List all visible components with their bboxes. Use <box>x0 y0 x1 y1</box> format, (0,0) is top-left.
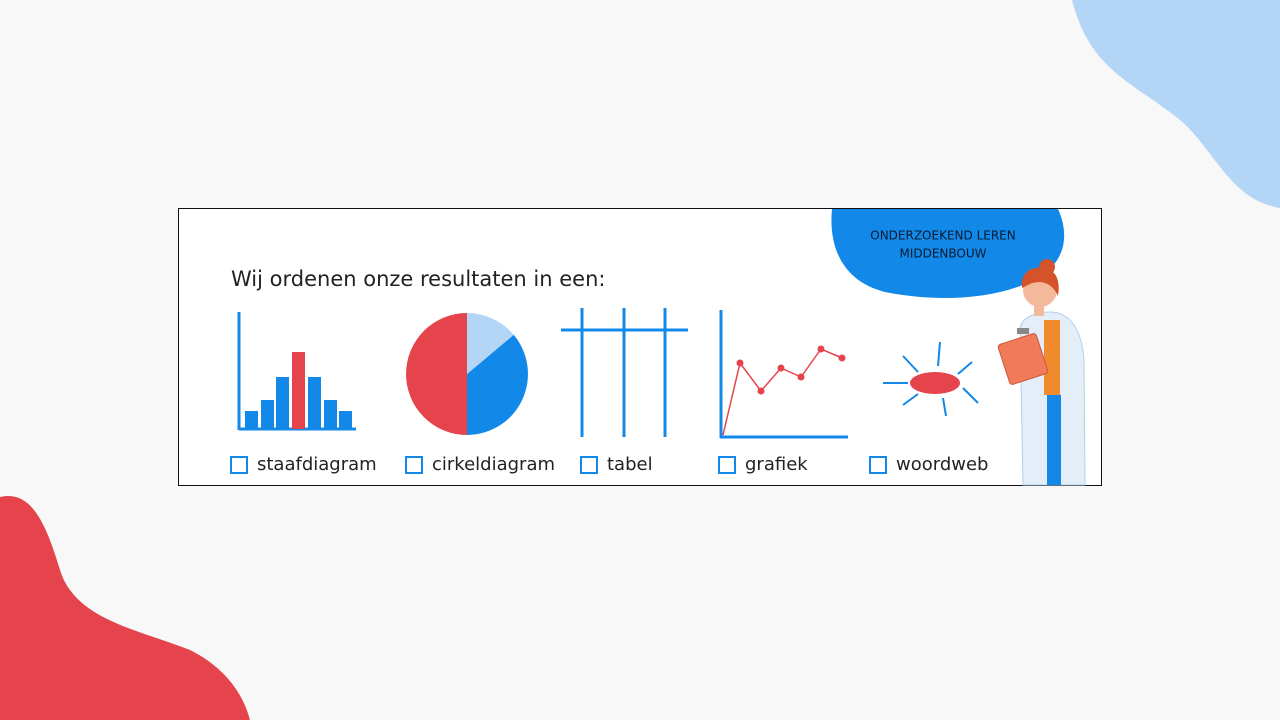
option-label: woordweb <box>896 454 988 475</box>
table-icon <box>561 308 688 437</box>
line-chart-icon <box>719 310 848 439</box>
checkbox[interactable] <box>230 456 248 474</box>
option-label: grafiek <box>745 454 808 475</box>
checkbox[interactable] <box>405 456 423 474</box>
checkbox[interactable] <box>869 456 887 474</box>
bar-chart-icon <box>237 312 356 431</box>
badge-blob <box>831 209 1065 298</box>
checkbox[interactable] <box>718 456 736 474</box>
checkbox[interactable] <box>580 456 598 474</box>
option-label: cirkeldiagram <box>432 454 555 475</box>
red-blob <box>0 495 250 720</box>
scientist-illustration <box>997 259 1086 486</box>
word-web-icon <box>883 341 979 417</box>
title: Wij ordenen onze resultaten in een: <box>231 267 605 291</box>
badge-line: ONDERZOEKEND LEREN <box>870 229 1015 243</box>
pie-icon <box>406 313 528 435</box>
option-label: tabel <box>607 454 653 475</box>
blue-blob <box>1072 0 1280 208</box>
option-label: staafdiagram <box>257 454 377 475</box>
badge-line: MIDDENBOUW <box>899 247 986 261</box>
